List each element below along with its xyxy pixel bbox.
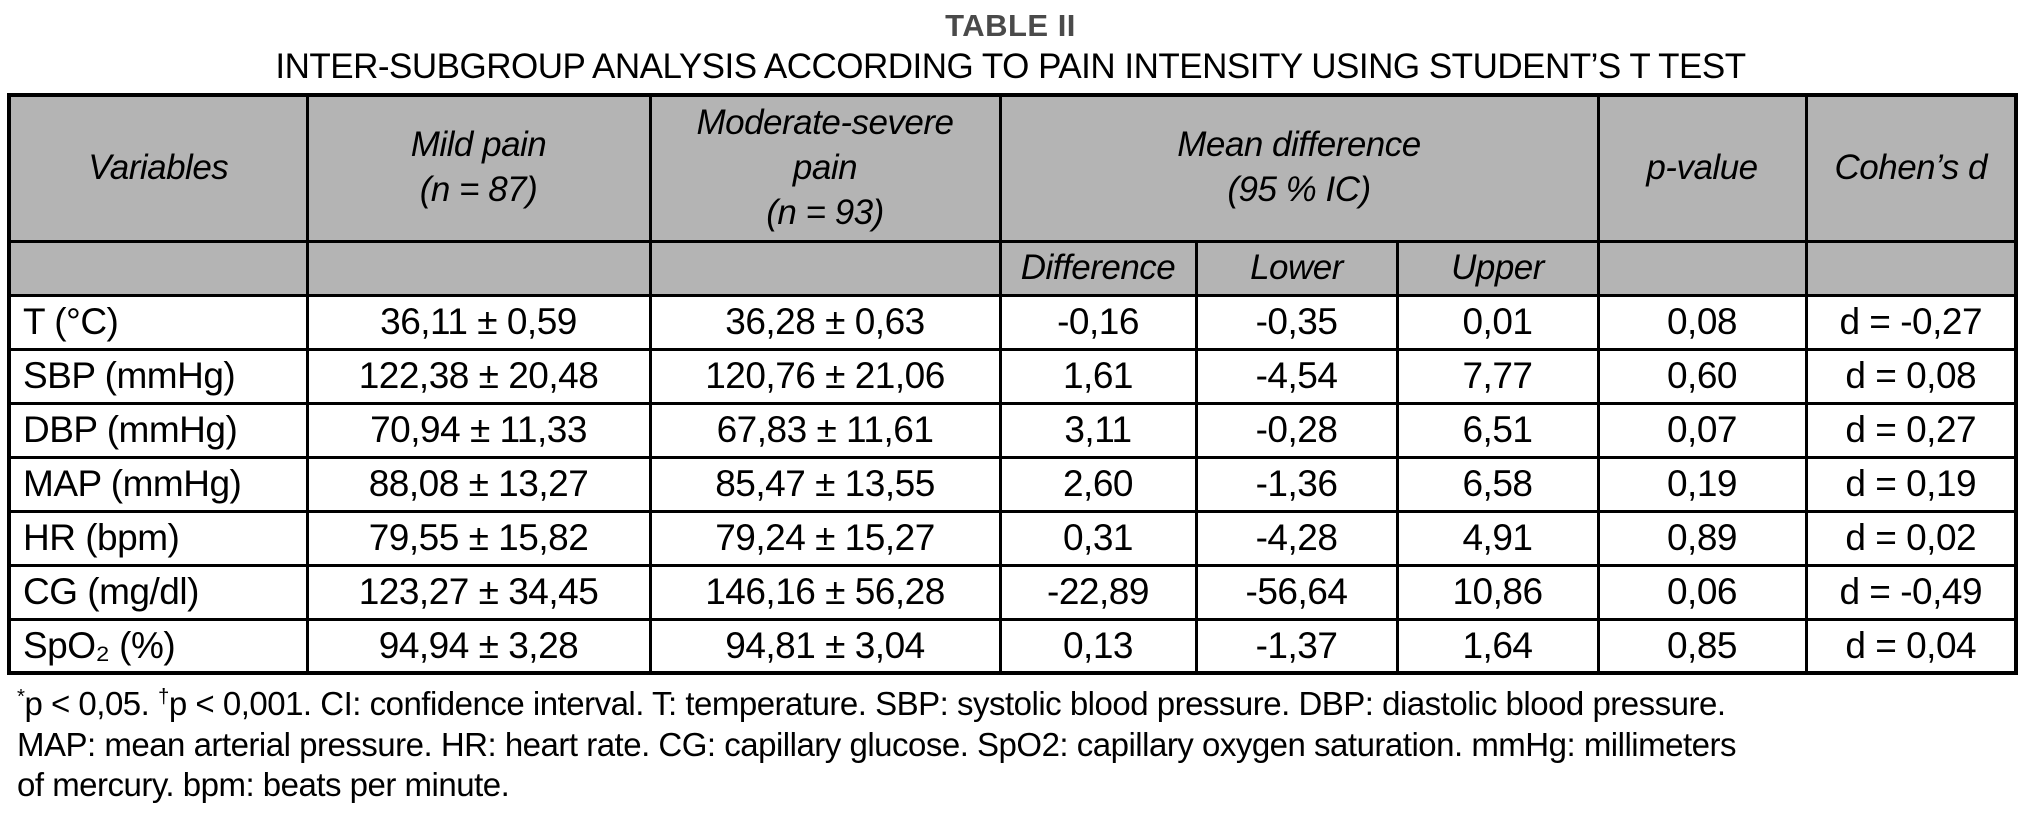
subheader-empty-mild-pain bbox=[305, 239, 652, 297]
cell-variable: MAP (mmHg) bbox=[7, 455, 309, 513]
table-figure: TABLE II INTER-SUBGROUP ANALYSIS ACCORDI… bbox=[7, 8, 2018, 806]
cell-variable: DBP (mmHg) bbox=[7, 401, 309, 459]
cell-difference: -0,16 bbox=[998, 293, 1198, 351]
table-subtitle: INTER-SUBGROUP ANALYSIS ACCORDING TO PAI… bbox=[275, 47, 1746, 86]
data-table: Variables Mild pain (n = 87) Moderate-se… bbox=[7, 93, 2018, 675]
cell-difference: 0,13 bbox=[998, 617, 1198, 675]
cell-mild-pain: 36,11 ± 0,59 bbox=[305, 293, 652, 351]
cell-p-value: 0,89 bbox=[1596, 509, 1808, 567]
cell-p-value: 0,06 bbox=[1596, 563, 1808, 621]
cell-cohens-d: d = -0,49 bbox=[1804, 563, 2018, 621]
cell-cohens-d: d = 0,27 bbox=[1804, 401, 2018, 459]
cell-lower: -1,36 bbox=[1194, 455, 1399, 513]
subheader-empty-variables bbox=[7, 239, 309, 297]
cell-moderate-severe-pain: 36,28 ± 0,63 bbox=[648, 293, 1002, 351]
table-row: DBP (mmHg) 70,94 ± 11,33 67,83 ± 11,61 3,11… bbox=[7, 401, 2018, 459]
cell-difference: -22,89 bbox=[998, 563, 1198, 621]
cell-upper: 10,86 bbox=[1395, 563, 1600, 621]
table-row: MAP (mmHg) 88,08 ± 13,27 85,47 ± 13,55 2,60… bbox=[7, 455, 2018, 513]
cell-cohens-d: d = -0,27 bbox=[1804, 293, 2018, 351]
cell-difference: 0,31 bbox=[998, 509, 1198, 567]
header-mean-difference: Mean difference (95 % IC) bbox=[998, 93, 1600, 243]
table-number-title: TABLE II bbox=[945, 8, 1076, 43]
table-row: CG (mg/dl) 123,27 ± 34,45 146,16 ± 56,28 -2… bbox=[7, 563, 2018, 621]
cell-lower: -4,28 bbox=[1194, 509, 1399, 567]
footnote-text: MAP: mean arterial pressure. HR: heart r… bbox=[17, 725, 1737, 763]
cell-moderate-severe-pain: 120,76 ± 21,06 bbox=[648, 347, 1002, 405]
cell-upper: 7,77 bbox=[1395, 347, 1600, 405]
cell-mild-pain: 94,94 ± 3,28 bbox=[305, 617, 652, 675]
cell-variable: SBP (mmHg) bbox=[7, 347, 309, 405]
cell-upper: 4,91 bbox=[1395, 509, 1600, 567]
cell-variable: HR (bpm) bbox=[7, 509, 309, 567]
cell-p-value: 0,60 bbox=[1596, 347, 1808, 405]
cell-cohens-d: d = 0,19 bbox=[1804, 455, 2018, 513]
cell-mild-pain: 123,27 ± 34,45 bbox=[305, 563, 652, 621]
cell-mild-pain: 88,08 ± 13,27 bbox=[305, 455, 652, 513]
subheader-upper: Upper bbox=[1395, 239, 1600, 297]
header-row-sub: Difference Lower Upper bbox=[7, 239, 2018, 297]
header-cohens-d: Cohen’s d bbox=[1804, 93, 2018, 243]
cell-moderate-severe-pain: 85,47 ± 13,55 bbox=[648, 455, 1002, 513]
cell-difference: 2,60 bbox=[998, 455, 1198, 513]
cell-variable: SpO₂ (%) bbox=[7, 617, 309, 675]
header-mild-pain: Mild pain (n = 87) bbox=[305, 93, 652, 243]
cell-difference: 1,61 bbox=[998, 347, 1198, 405]
cell-mild-pain: 122,38 ± 20,48 bbox=[305, 347, 652, 405]
subheader-difference: Difference bbox=[998, 239, 1198, 297]
cell-lower: -1,37 bbox=[1194, 617, 1399, 675]
cell-moderate-severe-pain: 79,24 ± 15,27 bbox=[648, 509, 1002, 567]
header-moderate-severe-pain: Moderate-severe pain (n = 93) bbox=[648, 93, 1002, 243]
cell-variable: T (°C) bbox=[7, 293, 309, 351]
subheader-lower: Lower bbox=[1194, 239, 1399, 297]
table-row: HR (bpm) 79,55 ± 15,82 79,24 ± 15,27 0,31 -4… bbox=[7, 509, 2018, 567]
cell-p-value: 0,19 bbox=[1596, 455, 1808, 513]
cell-moderate-severe-pain: 94,81 ± 3,04 bbox=[648, 617, 1002, 675]
cell-difference: 3,11 bbox=[998, 401, 1198, 459]
cell-p-value: 0,07 bbox=[1596, 401, 1808, 459]
cell-moderate-severe-pain: 67,83 ± 11,61 bbox=[648, 401, 1002, 459]
footnote-text: p < 0,05. bbox=[24, 685, 158, 722]
footnote-line: *p < 0,05. †p < 0,001. CI: confidence in… bbox=[17, 684, 2014, 725]
cell-p-value: 0,08 bbox=[1596, 293, 1808, 351]
cell-lower: -0,28 bbox=[1194, 401, 1399, 459]
cell-lower: -0,35 bbox=[1194, 293, 1399, 351]
cell-cohens-d: d = 0,04 bbox=[1804, 617, 2018, 675]
cell-variable: CG (mg/dl) bbox=[7, 563, 309, 621]
footnote-line: MAP: mean arterial pressure. HR: heart r… bbox=[17, 725, 2014, 766]
cell-lower: -4,54 bbox=[1194, 347, 1399, 405]
cell-upper: 0,01 bbox=[1395, 293, 1600, 351]
footnote-text: p < 0,001. CI: confidence interval. T: t… bbox=[168, 685, 1726, 722]
table-footnote: *p < 0,05. †p < 0,001. CI: confidence in… bbox=[7, 684, 2014, 806]
table-row: SBP (mmHg) 122,38 ± 20,48 120,76 ± 21,06 1,… bbox=[7, 347, 2018, 405]
cell-cohens-d: d = 0,02 bbox=[1804, 509, 2018, 567]
footnote-text: of mercury. bpm: beats per minute. bbox=[17, 766, 510, 804]
cell-p-value: 0,85 bbox=[1596, 617, 1808, 675]
cell-mild-pain: 79,55 ± 15,82 bbox=[305, 509, 652, 567]
header-variables: Variables bbox=[7, 93, 309, 243]
cell-mild-pain: 70,94 ± 11,33 bbox=[305, 401, 652, 459]
cell-upper: 6,58 bbox=[1395, 455, 1600, 513]
footnote-superscript-marker: * bbox=[17, 685, 25, 708]
cell-moderate-severe-pain: 146,16 ± 56,28 bbox=[648, 563, 1002, 621]
table-row: SpO₂ (%) 94,94 ± 3,28 94,81 ± 3,04 0,13 -1,3… bbox=[7, 617, 2018, 675]
cell-upper: 1,64 bbox=[1395, 617, 1600, 675]
cell-upper: 6,51 bbox=[1395, 401, 1600, 459]
footnote-superscript-marker: † bbox=[158, 685, 169, 708]
header-p-value: p-value bbox=[1596, 93, 1808, 243]
subheader-empty-p-value bbox=[1596, 239, 1808, 297]
subheader-empty-moderate-severe-pain bbox=[648, 239, 1002, 297]
cell-lower: -56,64 bbox=[1194, 563, 1399, 621]
footnote-line: of mercury. bpm: beats per minute. bbox=[17, 765, 2014, 806]
subheader-empty-cohens-d bbox=[1804, 239, 2018, 297]
cell-cohens-d: d = 0,08 bbox=[1804, 347, 2018, 405]
header-row-main: Variables Mild pain (n = 87) Moderate-se… bbox=[7, 93, 2018, 243]
table-row: T (°C) 36,11 ± 0,59 36,28 ± 0,63 -0,16 -0,35… bbox=[7, 293, 2018, 351]
